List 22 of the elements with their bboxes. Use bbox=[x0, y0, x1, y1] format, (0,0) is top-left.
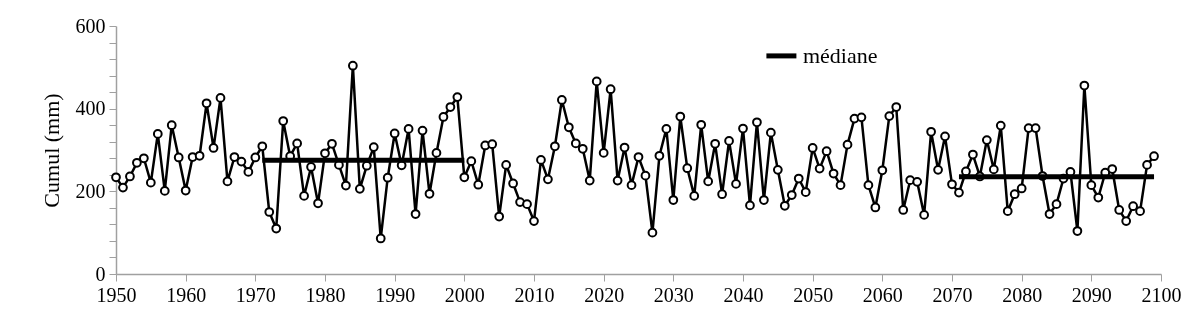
legend-label: médiane bbox=[802, 42, 878, 68]
x-tick-label: 2010 bbox=[514, 283, 555, 306]
x-tick-label: 2030 bbox=[653, 283, 694, 306]
x-tick-label: 2040 bbox=[723, 283, 764, 306]
x-tick-label: 2050 bbox=[793, 283, 834, 306]
y-axis-title: Cumul (mm) bbox=[38, 93, 64, 208]
x-tick-label: 2060 bbox=[862, 283, 903, 306]
x-tick-label: 2020 bbox=[584, 283, 625, 306]
y-tick-label: 600 bbox=[75, 14, 106, 37]
x-tick-label: 2000 bbox=[444, 283, 485, 306]
x-tick-label: 1970 bbox=[235, 283, 276, 306]
x-tick-label: 1950 bbox=[96, 283, 137, 306]
y-tick-label: 0 bbox=[95, 262, 106, 285]
x-tick-label: 2090 bbox=[1071, 283, 1112, 306]
y-tick-label: 200 bbox=[75, 179, 106, 202]
x-tick-label: 2100 bbox=[1141, 283, 1182, 306]
x-tick-label: 1960 bbox=[166, 283, 207, 306]
x-tick-label: 2080 bbox=[1002, 283, 1043, 306]
x-tick-label: 2070 bbox=[932, 283, 973, 306]
x-tick-label: 1980 bbox=[305, 283, 346, 306]
x-tick-label: 1990 bbox=[375, 283, 416, 306]
y-tick-label: 400 bbox=[75, 97, 106, 120]
